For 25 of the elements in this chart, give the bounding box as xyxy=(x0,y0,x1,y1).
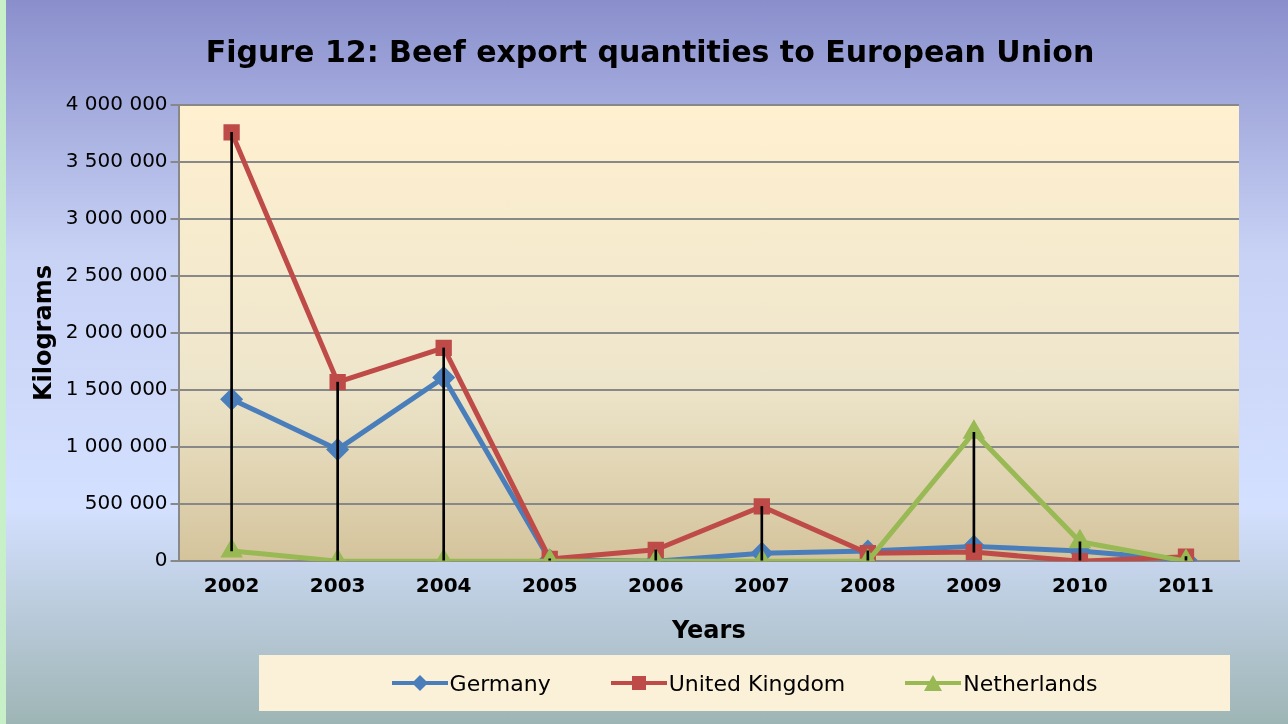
x-tick-label: 2006 xyxy=(627,573,684,598)
y-tick-label: 2 500 000 xyxy=(65,262,168,287)
y-tick-label: 3 000 000 xyxy=(65,205,168,230)
x-tick-label: 2011 xyxy=(1158,573,1214,598)
y-tick-label: 3 500 000 xyxy=(65,148,168,173)
y-tick-label: 4 000 000 xyxy=(65,91,168,116)
legend-label: Germany xyxy=(449,670,551,696)
y-tick-label: 0 xyxy=(154,547,168,572)
x-tick-label: 2002 xyxy=(203,573,260,598)
x-tick-label: 2008 xyxy=(840,573,896,598)
x-tick-label: 2005 xyxy=(521,573,578,598)
chart-title: Figure 12: Beef export quantities to European Union xyxy=(204,34,1096,69)
x-tick-label: 2004 xyxy=(415,573,472,598)
x-axis-title: Years xyxy=(670,615,746,644)
y-tick-label: 1 500 000 xyxy=(65,376,168,401)
x-tick-label: 2010 xyxy=(1052,573,1108,598)
y-tick-label: 2 000 000 xyxy=(65,319,168,344)
y-tick-label: 500 000 xyxy=(84,490,168,515)
x-tick-label: 2007 xyxy=(733,573,790,598)
x-tick-label: 2003 xyxy=(309,573,366,598)
y-tick-label: 1 000 000 xyxy=(65,433,168,458)
legend-label: United Kingdom xyxy=(668,670,846,696)
legend-label: Netherlands xyxy=(963,670,1098,696)
x-tick-label: 2009 xyxy=(946,573,1002,598)
y-axis-title: Kilograms xyxy=(28,265,57,402)
